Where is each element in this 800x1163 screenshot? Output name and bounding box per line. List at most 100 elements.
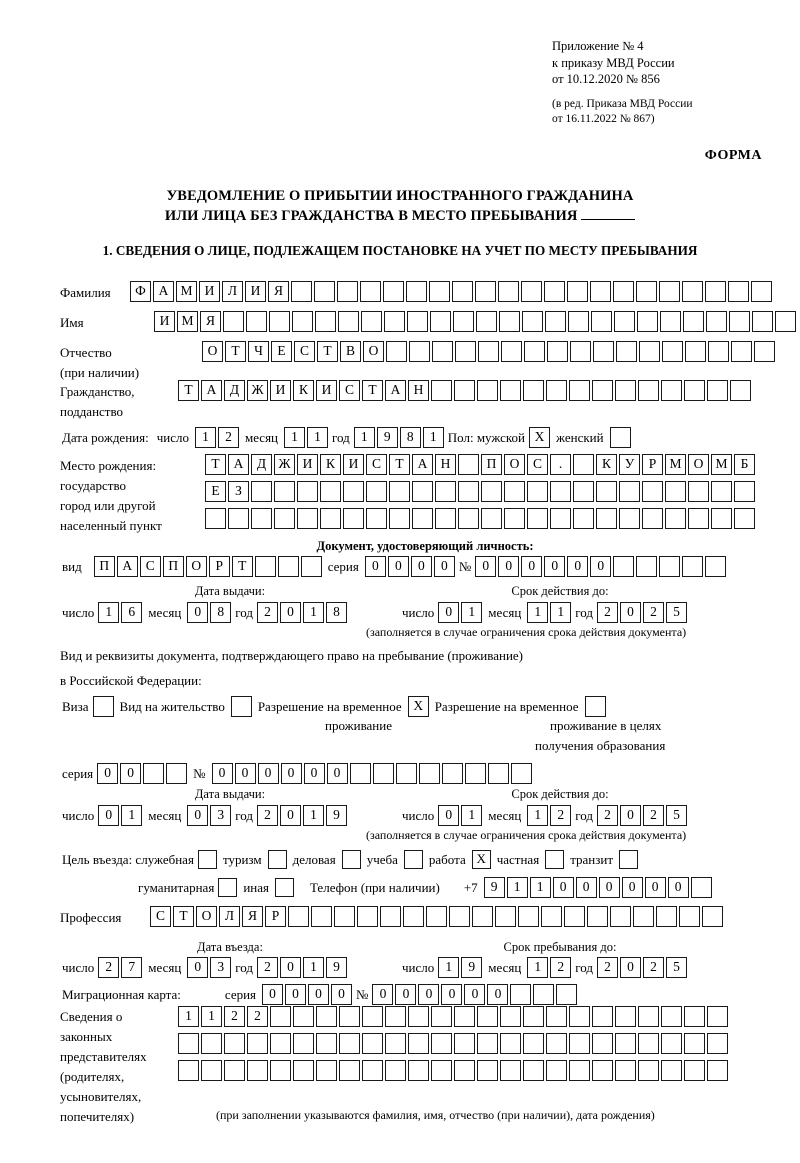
- char-box[interactable]: Я: [268, 281, 289, 302]
- char-box[interactable]: С: [339, 380, 360, 401]
- char-box[interactable]: 2: [257, 602, 279, 623]
- char-box[interactable]: 0: [234, 763, 256, 784]
- char-box[interactable]: [409, 341, 430, 362]
- char-box[interactable]: [544, 281, 565, 302]
- char-box[interactable]: М: [711, 454, 732, 475]
- char-box[interactable]: К: [293, 380, 314, 401]
- char-box[interactable]: [412, 508, 433, 529]
- char-box[interactable]: [570, 341, 591, 362]
- char-box[interactable]: [564, 906, 585, 927]
- char-box[interactable]: [523, 1006, 544, 1027]
- char-box[interactable]: Т: [178, 380, 199, 401]
- char-box[interactable]: 0: [326, 763, 348, 784]
- char-box[interactable]: 1: [284, 427, 306, 448]
- char-box[interactable]: [702, 906, 723, 927]
- char-box[interactable]: Д: [224, 380, 245, 401]
- char-box[interactable]: 0: [475, 556, 497, 577]
- char-box[interactable]: [642, 481, 663, 502]
- char-box[interactable]: [247, 1033, 268, 1054]
- char-box[interactable]: [613, 556, 635, 577]
- char-box[interactable]: [481, 481, 502, 502]
- char-box[interactable]: 0: [331, 984, 353, 1005]
- char-box[interactable]: [435, 508, 456, 529]
- char-box[interactable]: [316, 1060, 337, 1081]
- char-box[interactable]: [412, 481, 433, 502]
- char-box[interactable]: Ч: [248, 341, 269, 362]
- char-box[interactable]: О: [363, 341, 384, 362]
- char-box[interactable]: [662, 341, 683, 362]
- char-box[interactable]: [360, 281, 381, 302]
- char-box[interactable]: [205, 508, 226, 529]
- char-box[interactable]: Т: [173, 906, 194, 927]
- char-box[interactable]: [487, 763, 509, 784]
- char-box[interactable]: 0: [187, 957, 209, 978]
- char-box[interactable]: К: [596, 454, 617, 475]
- char-box[interactable]: [357, 906, 378, 927]
- char-box[interactable]: [339, 1060, 360, 1081]
- char-box[interactable]: [573, 481, 594, 502]
- char-box[interactable]: [408, 1060, 429, 1081]
- char-box[interactable]: [481, 508, 502, 529]
- char-box[interactable]: [569, 380, 590, 401]
- char-box[interactable]: 0: [544, 556, 566, 577]
- char-box[interactable]: [449, 906, 470, 927]
- char-box[interactable]: 0: [438, 805, 460, 826]
- char-box[interactable]: [320, 481, 341, 502]
- char-box[interactable]: 0: [575, 877, 597, 898]
- char-box[interactable]: 2: [217, 427, 239, 448]
- char-box[interactable]: [277, 556, 299, 577]
- char-box[interactable]: [458, 454, 479, 475]
- char-box[interactable]: [504, 481, 525, 502]
- char-box[interactable]: Я: [242, 906, 263, 927]
- char-box[interactable]: А: [153, 281, 174, 302]
- char-box[interactable]: 2: [643, 602, 665, 623]
- char-box[interactable]: [316, 1033, 337, 1054]
- char-box[interactable]: [642, 508, 663, 529]
- char-box[interactable]: 2: [597, 805, 619, 826]
- char-box[interactable]: [638, 1060, 659, 1081]
- char-box[interactable]: 5: [666, 805, 688, 826]
- char-box[interactable]: 0: [364, 556, 386, 577]
- char-box[interactable]: 0: [620, 805, 642, 826]
- char-box[interactable]: [477, 380, 498, 401]
- char-box[interactable]: [619, 481, 640, 502]
- checkbox-purpose-study[interactable]: [403, 850, 423, 869]
- char-box[interactable]: [274, 508, 295, 529]
- char-box[interactable]: Ж: [274, 454, 295, 475]
- char-box[interactable]: [592, 380, 613, 401]
- char-box[interactable]: Н: [408, 380, 429, 401]
- char-box[interactable]: [454, 1060, 475, 1081]
- char-box[interactable]: [510, 984, 532, 1005]
- char-box[interactable]: [143, 763, 165, 784]
- char-box[interactable]: [389, 481, 410, 502]
- char-box[interactable]: [527, 481, 548, 502]
- char-box[interactable]: Т: [317, 341, 338, 362]
- char-box[interactable]: 8: [399, 427, 421, 448]
- char-box[interactable]: 0: [187, 602, 209, 623]
- char-box[interactable]: [362, 1006, 383, 1027]
- char-box[interactable]: [707, 1060, 728, 1081]
- char-box[interactable]: 0: [620, 957, 642, 978]
- char-box[interactable]: [407, 311, 428, 332]
- char-box[interactable]: 1: [178, 1006, 199, 1027]
- char-box[interactable]: [659, 281, 680, 302]
- char-box[interactable]: [568, 311, 589, 332]
- char-box[interactable]: [408, 1033, 429, 1054]
- char-box[interactable]: 3: [210, 805, 232, 826]
- char-box[interactable]: [201, 1060, 222, 1081]
- char-box[interactable]: 1: [121, 805, 143, 826]
- char-box[interactable]: [495, 906, 516, 927]
- char-box[interactable]: [619, 508, 640, 529]
- char-box[interactable]: С: [150, 906, 171, 927]
- char-box[interactable]: П: [162, 556, 184, 577]
- char-box[interactable]: [504, 508, 525, 529]
- char-box[interactable]: Е: [271, 341, 292, 362]
